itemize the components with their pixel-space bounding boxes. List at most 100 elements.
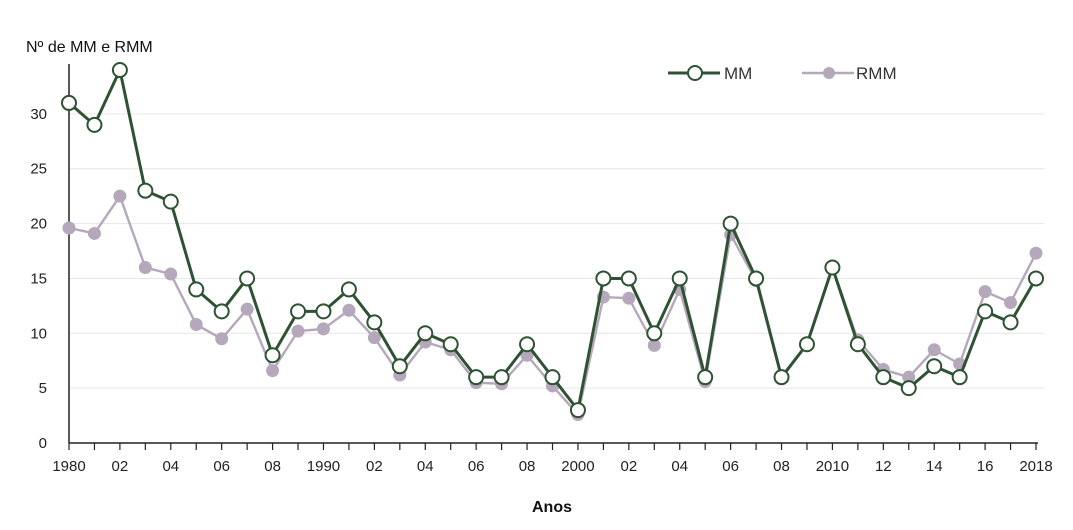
data-point-mm bbox=[951, 369, 968, 386]
data-point-rmm bbox=[316, 322, 330, 336]
legend: MM RMM bbox=[668, 64, 897, 83]
data-point-rmm bbox=[138, 260, 152, 274]
data-point-mm bbox=[977, 303, 994, 320]
axes: 0 5 10 15 20 25 30 1980 02 04 06 08 1990 02 04 06 08 2000… bbox=[30, 64, 1053, 475]
x-tick-label: 06 bbox=[468, 458, 485, 475]
data-point-mm bbox=[366, 314, 383, 331]
series-mm bbox=[61, 62, 1044, 419]
data-point-mm bbox=[417, 325, 434, 342]
data-point-mm bbox=[61, 94, 77, 111]
y-axis-title: Nº de MM e RMM bbox=[26, 39, 153, 56]
x-tick-label: 2018 bbox=[1019, 458, 1052, 475]
data-point-mm bbox=[722, 215, 739, 232]
data-point-mm bbox=[875, 369, 892, 386]
x-tick-label: 2010 bbox=[816, 458, 849, 475]
data-point-mm bbox=[290, 303, 307, 320]
data-point-rmm bbox=[978, 285, 992, 299]
data-point-mm bbox=[340, 281, 357, 298]
x-tick-label: 06 bbox=[213, 458, 230, 475]
data-point-mm bbox=[239, 270, 256, 287]
x-tick-label: 06 bbox=[722, 458, 739, 475]
data-point-rmm bbox=[87, 226, 101, 240]
data-point-mm bbox=[111, 62, 128, 78]
x-tick-label: 02 bbox=[620, 458, 637, 475]
y-tick-label: 10 bbox=[30, 325, 47, 342]
data-point-rmm bbox=[1004, 296, 1018, 310]
data-point-mm bbox=[519, 336, 536, 353]
data-point-rmm bbox=[927, 343, 941, 357]
data-point-mm bbox=[748, 270, 765, 287]
data-point-mm bbox=[773, 369, 790, 386]
data-point-mm bbox=[798, 336, 815, 353]
data-point-mm bbox=[315, 303, 332, 320]
x-tick-label: 04 bbox=[671, 458, 688, 475]
x-tick-label: 12 bbox=[875, 458, 892, 475]
y-tick-label: 25 bbox=[30, 161, 47, 178]
data-point-mm bbox=[646, 325, 663, 342]
y-tick-label: 20 bbox=[30, 216, 47, 233]
data-point-mm bbox=[1002, 314, 1019, 331]
data-point-rmm bbox=[164, 267, 178, 281]
data-point-mm bbox=[493, 369, 510, 386]
data-point-mm bbox=[697, 369, 714, 386]
y-tick-label: 0 bbox=[39, 435, 47, 452]
data-point-mm bbox=[86, 116, 103, 133]
x-tick-label: 08 bbox=[773, 458, 790, 475]
x-tick-label: 14 bbox=[926, 458, 943, 475]
data-point-mm bbox=[926, 358, 943, 375]
x-tick-label: 1980 bbox=[52, 458, 85, 475]
data-point-rmm bbox=[367, 331, 381, 345]
data-point-mm bbox=[900, 380, 917, 397]
legend-label: MM bbox=[724, 64, 752, 83]
data-point-mm bbox=[188, 281, 205, 298]
data-point-mm bbox=[849, 336, 866, 353]
data-point-mm bbox=[162, 193, 179, 210]
x-tick-label: 1990 bbox=[307, 458, 340, 475]
data-point-mm bbox=[264, 347, 281, 364]
x-tick-label: 02 bbox=[366, 458, 383, 475]
y-tick-label: 15 bbox=[30, 270, 47, 287]
legend-label: RMM bbox=[856, 64, 897, 83]
data-point-rmm bbox=[62, 221, 76, 235]
data-point-mm bbox=[442, 336, 459, 353]
x-tick-label: 2000 bbox=[561, 458, 594, 475]
data-point-rmm bbox=[240, 302, 254, 316]
x-axis-title: Anos bbox=[532, 499, 572, 516]
data-point-mm bbox=[569, 402, 586, 419]
data-point-rmm bbox=[1029, 246, 1043, 260]
x-tick-label: 04 bbox=[417, 458, 434, 475]
series-line-mm bbox=[68, 68, 1038, 412]
x-tick-label: 08 bbox=[264, 458, 281, 475]
data-point-rmm bbox=[189, 318, 203, 332]
data-point-rmm bbox=[215, 332, 229, 346]
data-point-mm bbox=[671, 270, 688, 287]
grid-lines bbox=[69, 113, 1044, 389]
series-rmm bbox=[62, 189, 1043, 421]
data-point-rmm bbox=[622, 291, 636, 305]
data-point-mm bbox=[468, 369, 485, 386]
legend-item-mm: MM bbox=[668, 64, 752, 83]
series-area bbox=[61, 62, 1044, 421]
y-tick-label: 5 bbox=[39, 380, 47, 397]
data-point-rmm bbox=[342, 303, 356, 317]
x-tick-label: 04 bbox=[162, 458, 179, 475]
data-point-mm bbox=[1028, 270, 1044, 287]
legend-marker bbox=[687, 65, 703, 81]
x-tick-label: 16 bbox=[977, 458, 994, 475]
legend-marker bbox=[823, 67, 835, 79]
data-point-mm bbox=[620, 270, 637, 287]
data-point-rmm bbox=[291, 324, 305, 338]
data-point-mm bbox=[544, 369, 561, 386]
y-tick-label: 30 bbox=[30, 106, 47, 123]
data-point-rmm bbox=[266, 364, 280, 378]
data-point-mm bbox=[824, 259, 841, 276]
data-point-rmm bbox=[113, 189, 127, 203]
x-tick-label: 02 bbox=[112, 458, 129, 475]
data-point-mm bbox=[137, 182, 154, 199]
data-point-mm bbox=[213, 303, 230, 320]
data-point-mm bbox=[595, 270, 612, 287]
x-tick-label: 08 bbox=[519, 458, 536, 475]
data-point-mm bbox=[391, 358, 408, 375]
legend-item-rmm: RMM bbox=[802, 64, 897, 83]
